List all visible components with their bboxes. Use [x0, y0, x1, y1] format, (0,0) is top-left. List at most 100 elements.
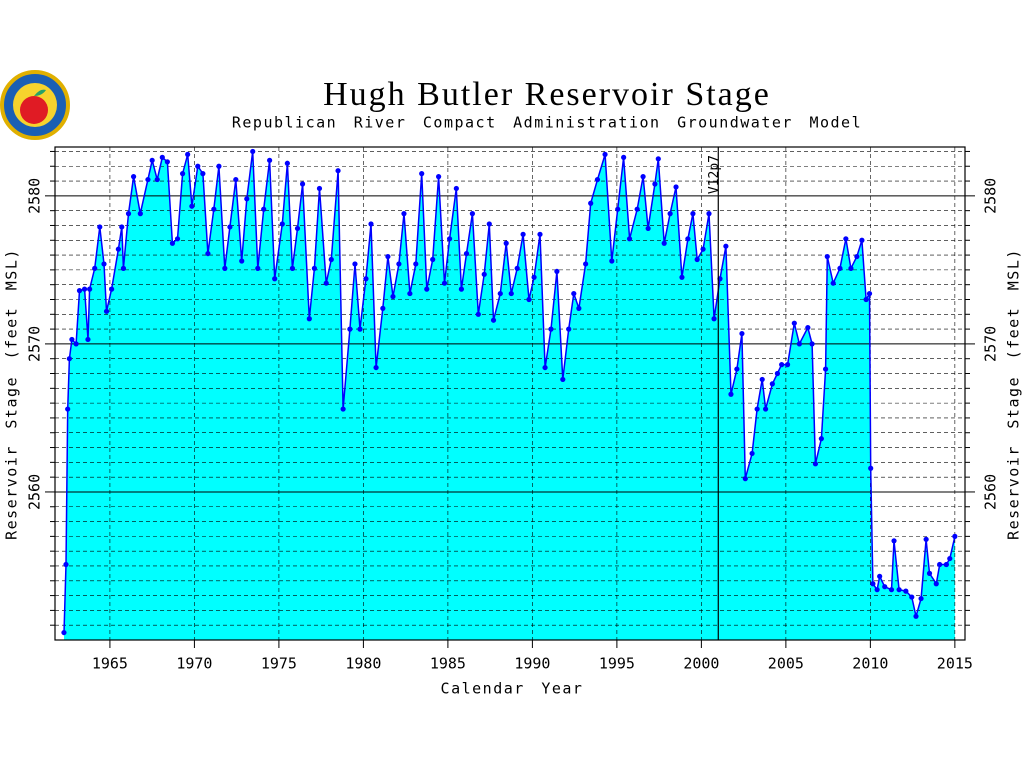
- point: [125, 211, 132, 217]
- point: [279, 221, 285, 227]
- area-fill: [64, 151, 955, 640]
- point: [497, 290, 503, 297]
- point: [848, 265, 854, 271]
- point: [390, 293, 396, 300]
- point: [453, 185, 459, 192]
- point: [542, 364, 548, 371]
- point: [195, 163, 201, 169]
- point: [385, 253, 391, 260]
- point: [749, 450, 755, 457]
- y-axis-label: Reservoir Stage (feet MSL): [3, 248, 21, 540]
- point: [244, 196, 250, 202]
- point: [809, 341, 815, 347]
- point: [514, 265, 520, 271]
- point: [185, 151, 191, 158]
- point: [560, 376, 566, 383]
- point: [866, 290, 873, 297]
- x-axis-label: Calendar Year: [441, 680, 584, 698]
- point: [779, 362, 785, 368]
- point: [169, 240, 176, 246]
- point: [179, 171, 186, 177]
- point: [458, 286, 465, 292]
- point: [407, 290, 413, 297]
- point: [419, 171, 425, 177]
- point: [65, 406, 71, 412]
- point: [430, 256, 436, 263]
- point: [66, 356, 72, 362]
- point: [655, 156, 661, 162]
- point: [73, 341, 79, 347]
- point: [154, 176, 160, 183]
- point: [261, 206, 267, 212]
- point: [352, 261, 358, 267]
- point: [373, 364, 379, 371]
- point: [673, 184, 679, 190]
- chart-title: Hugh Butler Reservoir Stage: [323, 76, 771, 113]
- point: [76, 288, 83, 294]
- point: [609, 258, 615, 264]
- point: [566, 326, 572, 332]
- point: [918, 595, 924, 602]
- point: [380, 305, 386, 311]
- point: [164, 159, 170, 165]
- point: [222, 265, 228, 271]
- point: [159, 154, 165, 160]
- point: [255, 265, 261, 271]
- point: [728, 391, 734, 397]
- point: [200, 171, 206, 177]
- point: [754, 406, 760, 412]
- point: [576, 305, 582, 311]
- point: [97, 224, 103, 230]
- point: [854, 253, 860, 260]
- x-tick-label: 1990: [514, 655, 550, 673]
- point: [711, 316, 717, 322]
- point: [436, 174, 442, 180]
- point: [548, 326, 554, 332]
- point: [85, 336, 91, 343]
- point: [149, 157, 155, 163]
- point: [685, 236, 691, 242]
- point: [520, 231, 526, 237]
- point: [645, 225, 651, 232]
- annotation-label: V12p7: [707, 155, 722, 194]
- point: [101, 261, 107, 267]
- logo: [0, 70, 70, 140]
- point: [174, 236, 181, 242]
- point: [205, 250, 211, 257]
- point: [120, 265, 127, 271]
- point: [272, 276, 278, 282]
- point: [615, 206, 621, 212]
- plot-frame: [54, 146, 966, 641]
- point: [830, 280, 836, 286]
- point: [891, 538, 897, 544]
- point: [640, 174, 646, 180]
- point: [952, 533, 958, 539]
- point: [211, 206, 217, 212]
- point: [239, 258, 245, 264]
- point: [227, 224, 233, 230]
- point: [667, 211, 673, 217]
- y2-axis-label: Reservoir Stage (feet MSL): [1005, 248, 1023, 540]
- point: [739, 330, 745, 337]
- point: [926, 570, 933, 576]
- point: [446, 236, 453, 242]
- point: [903, 588, 909, 594]
- point: [933, 581, 939, 587]
- point: [762, 406, 769, 412]
- point: [368, 221, 374, 227]
- point: [868, 465, 874, 471]
- point: [87, 286, 93, 292]
- point: [796, 341, 802, 347]
- point: [311, 265, 317, 271]
- point: [818, 436, 824, 442]
- point: [594, 176, 601, 183]
- point: [583, 261, 589, 267]
- point: [69, 336, 75, 343]
- point: [145, 176, 151, 183]
- point: [486, 221, 492, 227]
- point: [706, 211, 712, 217]
- x-tick-label: 2010: [852, 655, 888, 673]
- point: [119, 224, 125, 230]
- point: [363, 276, 369, 282]
- point: [888, 587, 895, 593]
